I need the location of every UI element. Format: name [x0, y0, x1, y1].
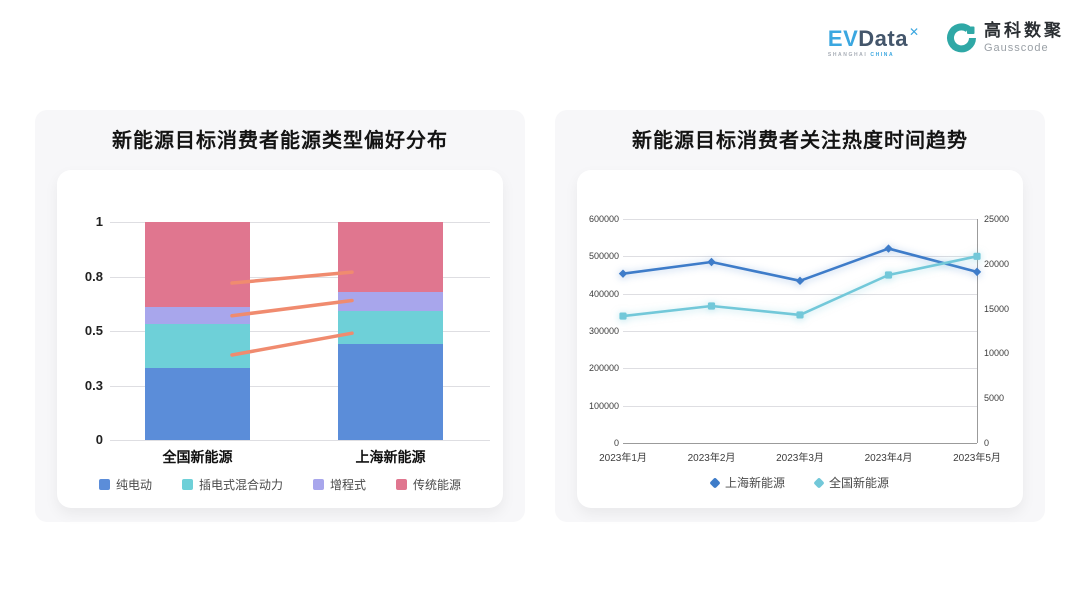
line-x-tick-label: 2023年4月 [864, 453, 913, 464]
legend-label: 插电式混合动力 [198, 478, 283, 492]
legend-item-全国新能源[interactable]: 全国新能源 [813, 474, 890, 491]
legend-swatch [181, 479, 193, 490]
evdata-logo-subtitle: SHANGHAI CHINA [827, 52, 895, 58]
line-right-tick-label: 15000 [984, 303, 1010, 314]
legend-swatch [98, 479, 110, 490]
bar-connector-line [230, 331, 354, 357]
bar-segment-插电式混合动力[interactable] [145, 324, 250, 369]
line-gridline [623, 293, 977, 295]
legend-swatch [396, 479, 408, 490]
bar-gridline [110, 440, 490, 441]
line-gridline [623, 256, 977, 258]
line-right-tick-label: 25000 [984, 214, 1010, 224]
bar-connector-line [230, 298, 354, 318]
bar-chart-title: 新能源目标消费者能源类型偏好分布 [112, 130, 448, 152]
line-left-tick-label: 600000 [588, 214, 619, 224]
legend-item-增程式[interactable]: 增程式 [313, 476, 366, 493]
gausscode-logo-icon [947, 23, 976, 53]
brand-bar: EVData✕ SHANGHAI CHINA 高科数聚 Gausscode [828, 21, 1064, 58]
legend-item-纯电动[interactable]: 纯电动 [98, 476, 152, 493]
line-left-tick-label: 100000 [588, 400, 619, 411]
line-chart-title: 新能源目标消费者关注热度时间趋势 [632, 130, 968, 152]
bar-segment-纯电动[interactable] [145, 368, 250, 440]
legend-item-传统能源[interactable]: 传统能源 [396, 476, 461, 493]
line-right-tick-label: 20000 [984, 258, 1010, 269]
line-x-tick-label: 2023年1月 [599, 453, 647, 464]
bar-segment-增程式[interactable] [338, 291, 443, 312]
legend-marker [813, 476, 825, 489]
bar-y-tick-label: 0.3 [84, 377, 103, 393]
line-gridline [623, 405, 977, 407]
data-point[interactable] [884, 271, 893, 279]
legend-label: 全国新能源 [829, 476, 890, 490]
legend-label: 传统能源 [413, 478, 462, 492]
line-left-tick-label: 500000 [588, 251, 619, 262]
data-point[interactable] [796, 311, 804, 319]
line-left-tick-label: 0 [613, 438, 619, 448]
bar-segment-插电式混合动力[interactable] [338, 311, 443, 345]
bar-y-tick-label: 0.8 [84, 268, 103, 284]
line-series-全国新能源 [619, 252, 981, 320]
legend-label: 上海新能源 [724, 476, 785, 490]
legend-label: 纯电动 [115, 478, 152, 492]
gausscode-logo: 高科数聚 Gausscode [945, 21, 1064, 54]
bar-segment-传统能源[interactable] [338, 222, 443, 292]
line-left-tick-label: 300000 [588, 326, 619, 336]
line-gridline [623, 219, 977, 220]
line-right-tick-label: 5000 [984, 393, 1005, 404]
bar-chart-plot: 0 0.3 0.5 0.8 1 全国新能源 上海新能源 [57, 170, 503, 508]
line-chart-legend: 上海新能源 全国新能源 [577, 474, 1023, 491]
evdata-logo-data: Data [858, 26, 908, 51]
bar-segment-增程式[interactable] [145, 307, 250, 325]
data-point[interactable] [619, 312, 627, 320]
bar-y-tick-label: 1 [95, 214, 103, 229]
legend-label: 增程式 [330, 478, 367, 492]
bar-chart-card: 新能源目标消费者能源类型偏好分布 0 0.3 0.5 0.8 1 全国新能源 上海新能源 纯… [35, 110, 525, 522]
data-point[interactable] [707, 302, 716, 310]
data-point[interactable] [618, 269, 628, 278]
line-gridline [623, 443, 977, 444]
evdata-logo-ev: EV [827, 26, 859, 51]
gausscode-logo-en: Gausscode [984, 41, 1049, 54]
line-series-上海新能源 [618, 244, 982, 286]
evdata-logo: EVData✕ SHANGHAI CHINA [828, 22, 919, 58]
line-right-tick-label: 10000 [984, 348, 1010, 359]
line-gridline [623, 368, 977, 370]
line-chart-card: 新能源目标消费者关注热度时间趋势 0 100000 200000 300000 4000… [555, 110, 1045, 522]
data-point[interactable] [795, 276, 805, 286]
bar-chart-legend: 纯电动 插电式混合动力 增程式 传统能源 [57, 476, 503, 493]
gausscode-logo-cn: 高科数聚 [984, 21, 1064, 41]
bar-y-tick-label: 0 [95, 432, 103, 447]
line-x-tick-label: 2023年3月 [776, 453, 824, 464]
evdata-logo-x-icon: ✕ [908, 25, 919, 39]
bar-chart-panel: 0 0.3 0.5 0.8 1 全国新能源 上海新能源 纯电动 插电式混合动力 增程式 传统能源 [57, 170, 503, 508]
bar-gridline [110, 385, 490, 387]
line-left-tick-label: 200000 [588, 363, 619, 374]
data-point[interactable] [884, 244, 893, 253]
line-right-axis [977, 219, 978, 443]
line-chart-plot: 0 100000 200000 300000 400000 500000 600000 0 50… [577, 170, 1023, 508]
legend-marker [709, 476, 721, 489]
line-gridline [623, 331, 977, 332]
bar-x-tick-label: 上海新能源 [355, 449, 426, 465]
data-point[interactable] [707, 257, 716, 267]
bar-connector-line [230, 270, 354, 285]
line-x-tick-label: 2023年2月 [687, 453, 736, 464]
line-x-tick-label: 2023年5月 [953, 453, 1001, 464]
legend-swatch [313, 479, 324, 490]
bar-segment-纯电动[interactable] [338, 344, 443, 440]
legend-item-上海新能源[interactable]: 上海新能源 [709, 474, 785, 491]
line-chart-panel: 0 100000 200000 300000 400000 500000 600000 0 50… [577, 170, 1023, 508]
line-left-tick-label: 400000 [588, 288, 619, 299]
legend-item-插电式混合动力[interactable]: 插电式混合动力 [181, 476, 283, 493]
line-right-tick-label: 0 [984, 438, 990, 448]
bar-y-tick-label: 0.5 [84, 323, 103, 338]
bar-segment-传统能源[interactable] [145, 222, 250, 308]
bar-gridline [110, 222, 490, 223]
bar-x-tick-label: 全国新能源 [162, 449, 233, 465]
